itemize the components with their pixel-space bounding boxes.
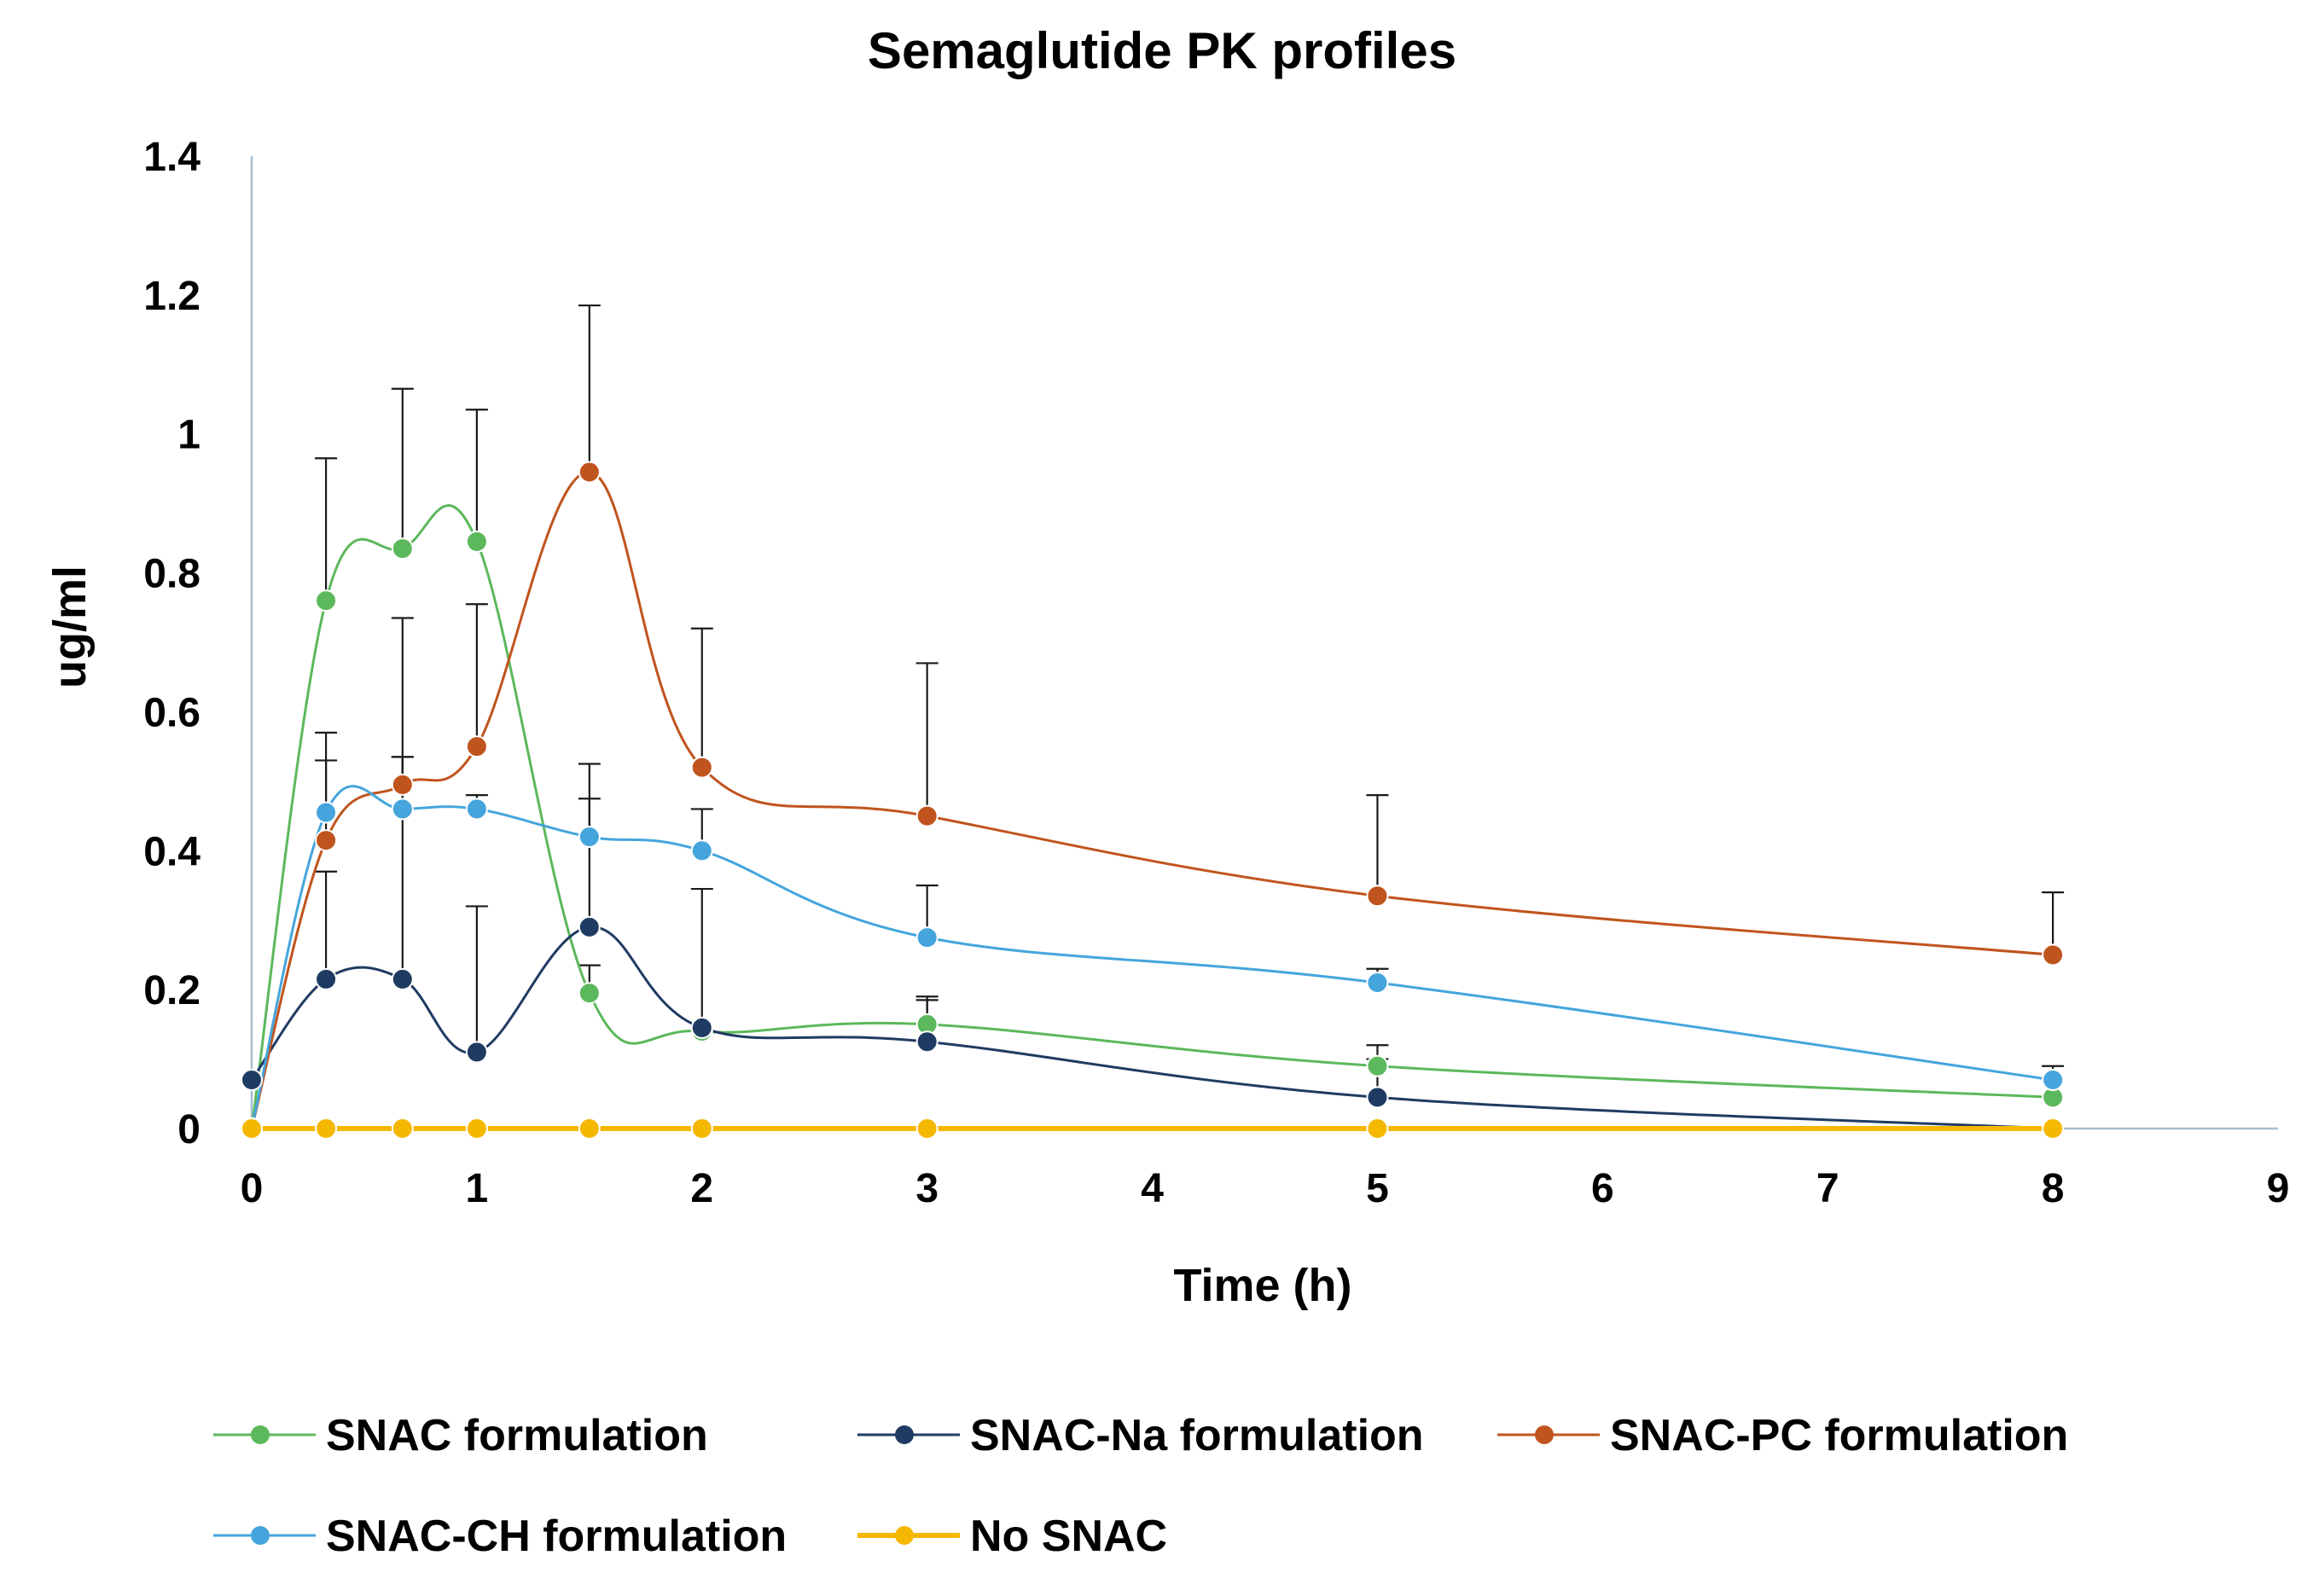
y-tick-label: 1.4 bbox=[143, 135, 200, 180]
legend-label: No SNAC bbox=[970, 1512, 1167, 1561]
legend: SNAC formulation SNAC-Na formulation SNAC-… bbox=[213, 1411, 2068, 1561]
data-point bbox=[1366, 885, 1389, 908]
data-point bbox=[915, 926, 939, 949]
x-tick-label: 8 bbox=[2042, 1166, 2065, 1211]
legend-marker bbox=[1535, 1425, 1554, 1444]
series-lines bbox=[250, 470, 2054, 1132]
data-point bbox=[315, 589, 338, 612]
legend-marker bbox=[251, 1526, 270, 1545]
series-line-2 bbox=[250, 470, 2054, 1129]
y-tick-label: 1 bbox=[177, 413, 200, 458]
data-point bbox=[315, 829, 338, 852]
data-point bbox=[391, 798, 414, 821]
data-point bbox=[315, 967, 338, 990]
data-point bbox=[1366, 1086, 1389, 1109]
legend-label: SNAC-Na formulation bbox=[970, 1411, 1424, 1460]
data-point bbox=[241, 1117, 263, 1140]
data-point bbox=[2042, 1117, 2065, 1140]
y-tick-label: 0.8 bbox=[143, 552, 200, 597]
legend-marker bbox=[895, 1526, 914, 1545]
legend-marker bbox=[251, 1425, 270, 1444]
legend-entry: No SNAC bbox=[857, 1512, 1167, 1561]
data-point bbox=[578, 982, 601, 1005]
legend-entry: SNAC-Na formulation bbox=[857, 1411, 1424, 1460]
y-axis-label: ug/ml bbox=[44, 566, 96, 688]
y-tick-label: 0.2 bbox=[143, 968, 200, 1013]
legend-entry: SNAC formulation bbox=[213, 1411, 708, 1460]
y-tick-label: 0 bbox=[177, 1107, 200, 1152]
data-point bbox=[578, 1117, 601, 1140]
data-point bbox=[391, 1117, 414, 1140]
data-point bbox=[915, 804, 939, 827]
data-point bbox=[391, 537, 414, 560]
series-points bbox=[241, 461, 2065, 1140]
chart-title: Semaglutide PK profiles bbox=[868, 22, 1456, 79]
data-point bbox=[1366, 972, 1389, 994]
data-point bbox=[315, 1117, 338, 1140]
tick-labels: 0 1 2 3 4 5 6 7 8 9 0 0.2 0.4 0.6 0.8 1 1.2 1.4 bbox=[143, 135, 2289, 1211]
legend-label: SNAC formulation bbox=[326, 1411, 708, 1460]
y-tick-label: 0.4 bbox=[143, 829, 200, 874]
data-point bbox=[465, 1041, 488, 1064]
x-tick-label: 9 bbox=[2267, 1166, 2290, 1211]
data-point bbox=[1366, 1117, 1389, 1140]
data-point bbox=[578, 915, 601, 938]
data-point bbox=[465, 1117, 488, 1140]
data-point bbox=[915, 1117, 939, 1140]
data-point bbox=[465, 530, 488, 553]
data-point bbox=[578, 461, 601, 484]
x-tick-label: 1 bbox=[466, 1166, 489, 1211]
x-tick-label: 5 bbox=[1366, 1166, 1389, 1211]
series-line-3 bbox=[250, 785, 2054, 1129]
data-point bbox=[690, 756, 713, 779]
y-tick-label: 1.2 bbox=[143, 274, 200, 319]
data-point bbox=[2042, 1069, 2065, 1091]
legend-label: SNAC-CH formulation bbox=[326, 1512, 787, 1561]
data-point bbox=[465, 798, 488, 821]
error-bars bbox=[315, 304, 2065, 1098]
x-tick-label: 7 bbox=[1816, 1166, 1839, 1211]
x-axis-label: Time (h) bbox=[1173, 1260, 1351, 1311]
data-point bbox=[690, 1016, 713, 1039]
data-point bbox=[690, 839, 713, 862]
legend-entry: SNAC-PC formulation bbox=[1497, 1411, 2068, 1460]
data-point bbox=[915, 1030, 939, 1053]
x-tick-label: 3 bbox=[915, 1166, 939, 1211]
legend-entry: SNAC-CH formulation bbox=[213, 1512, 787, 1561]
series-line-1 bbox=[250, 926, 2054, 1130]
data-point bbox=[690, 1117, 713, 1140]
x-tick-label: 0 bbox=[241, 1166, 264, 1211]
x-tick-label: 2 bbox=[690, 1166, 713, 1211]
series-line-0 bbox=[250, 504, 2054, 1129]
data-point bbox=[241, 1069, 263, 1091]
data-point bbox=[2042, 943, 2065, 966]
data-point bbox=[465, 735, 488, 758]
legend-label: SNAC-PC formulation bbox=[1610, 1411, 2068, 1460]
legend-marker bbox=[895, 1425, 914, 1444]
data-point bbox=[315, 801, 338, 824]
data-point bbox=[1366, 1054, 1389, 1077]
axes bbox=[250, 156, 2278, 1130]
data-point bbox=[391, 773, 414, 796]
data-point bbox=[578, 826, 601, 848]
y-tick-label: 0.6 bbox=[143, 690, 200, 735]
data-point bbox=[391, 967, 414, 990]
x-tick-label: 4 bbox=[1141, 1166, 1164, 1211]
x-tick-label: 6 bbox=[1591, 1166, 1614, 1211]
